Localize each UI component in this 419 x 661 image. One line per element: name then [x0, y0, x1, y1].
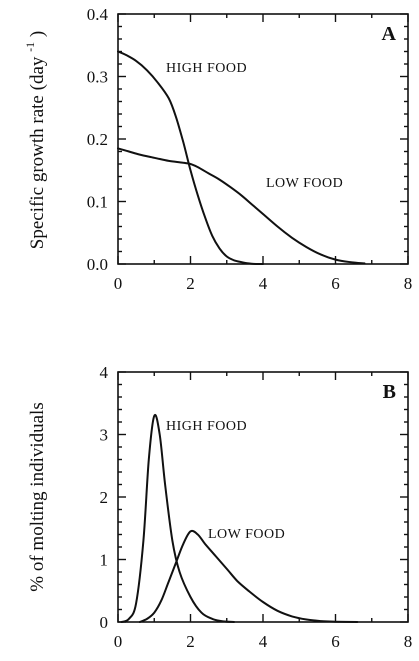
panel-a-y-axis-label: Specific growth rate (day -1 ): [18, 31, 48, 249]
panel-a: 0 2 4 6 8 0.0 0.1 0.2 0.3 0.4 A HIGH FOOD LOW FOO…: [18, 5, 413, 293]
panel-b-high-food-label: HIGH FOOD: [166, 419, 247, 434]
panel-b-tick-labels: 0 2 4 6 8 0 1 2 3 4: [100, 363, 413, 651]
panel-b-high-food-curve: [120, 413, 235, 623]
y-tick-label: 2: [100, 488, 109, 507]
panel-b-curves: [120, 413, 359, 623]
panel-b-ticks: [117, 371, 409, 623]
y-tick-label: 0.1: [87, 193, 108, 212]
y-tick-label: 0.3: [87, 68, 108, 87]
panel-b-y-axis-label: % of molting individuals: [27, 402, 48, 591]
panel-b-low-food-label: LOW FOOD: [208, 527, 285, 542]
panel-b-letter: B: [383, 381, 396, 403]
y-tick-label: 0.0: [87, 255, 108, 274]
panel-a-frame: [117, 13, 409, 265]
panel-a-curves: [117, 50, 366, 266]
x-tick-label: 0: [114, 632, 123, 651]
y-tick-label: 4: [100, 363, 109, 382]
panel-a-ylabel-superscript: -1: [23, 42, 37, 52]
y-tick-label: 0.2: [87, 130, 108, 149]
panel-a-high-food-curve: [117, 50, 264, 266]
panel-a-ylabel-text: Specific growth rate (day: [27, 56, 48, 249]
x-tick-label: 2: [186, 632, 195, 651]
panel-b-frame: [117, 371, 409, 623]
x-tick-label: 2: [186, 274, 195, 293]
panel-a-low-food-label: LOW FOOD: [266, 176, 343, 191]
x-tick-label: 8: [404, 632, 413, 651]
panel-b: 0 2 4 6 8 0 1 2 3 4 B HIGH FOOD LOW FOOD % of mol…: [27, 363, 412, 651]
x-tick-label: 8: [404, 274, 413, 293]
panel-a-letter: A: [382, 23, 397, 45]
x-tick-label: 0: [114, 274, 123, 293]
y-tick-label: 3: [100, 426, 109, 445]
panel-a-ylabel-close: ): [27, 31, 48, 37]
panel-a-tick-labels: 0 2 4 6 8 0.0 0.1 0.2 0.3 0.4: [87, 5, 413, 293]
x-tick-label: 6: [331, 632, 340, 651]
y-tick-label: 0: [100, 613, 109, 632]
panel-a-low-food-curve: [117, 147, 366, 265]
panel-a-high-food-label: HIGH FOOD: [166, 61, 247, 76]
y-tick-label: 1: [100, 551, 109, 570]
x-tick-label: 4: [259, 632, 268, 651]
x-tick-label: 4: [259, 274, 268, 293]
x-tick-label: 6: [331, 274, 340, 293]
panel-a-ticks: [117, 13, 409, 265]
panel-b-low-food-curve: [138, 529, 359, 623]
y-tick-label: 0.4: [87, 5, 109, 24]
